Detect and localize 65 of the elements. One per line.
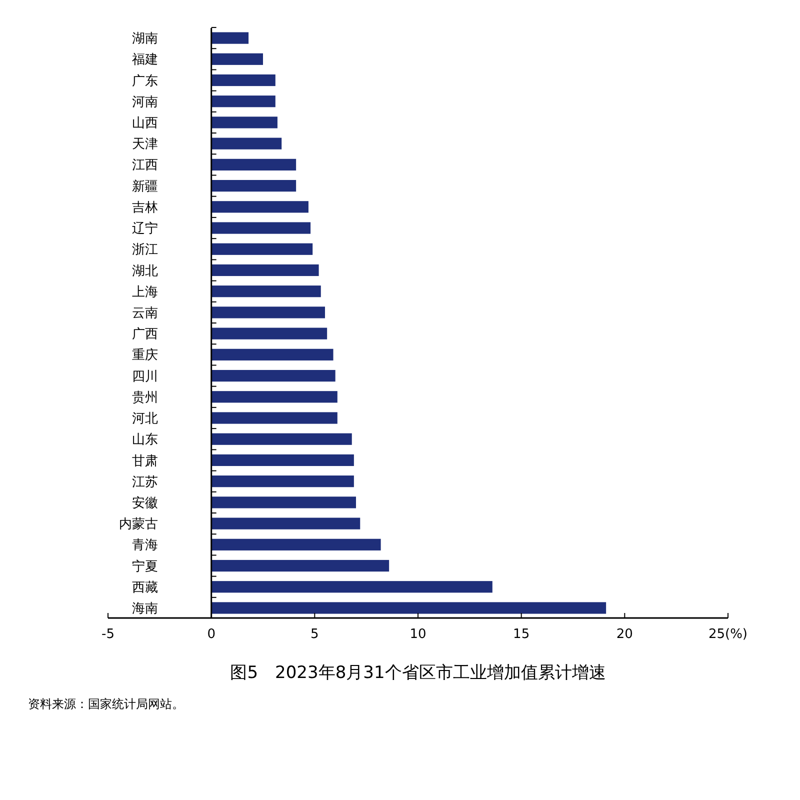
bar <box>211 370 336 382</box>
bar <box>211 412 338 424</box>
bar <box>211 264 319 276</box>
bar <box>211 602 606 614</box>
y-tick-label: 湖南 <box>132 32 158 47</box>
bar <box>211 560 390 572</box>
bar <box>211 286 321 298</box>
y-tick-label: 宁夏 <box>132 558 158 574</box>
y-tick-label: 安徽 <box>132 494 158 511</box>
bar <box>211 180 296 192</box>
bar <box>211 306 325 318</box>
y-tick-label: 青海 <box>132 538 158 554</box>
bar <box>211 138 282 150</box>
y-tick-label: 云南 <box>132 306 158 321</box>
y-tick-label: 新疆 <box>132 179 158 194</box>
bar <box>211 158 296 170</box>
y-tick-label: 内蒙古 <box>119 517 158 532</box>
y-tick-label: 湖北 <box>132 264 158 279</box>
y-tick-label: 四川 <box>132 369 158 384</box>
bar <box>211 391 338 403</box>
y-tick-label: 江西 <box>132 158 158 174</box>
x-tick-label: 10 <box>410 627 426 642</box>
bar <box>211 116 278 128</box>
y-tick-label: 上海 <box>132 284 158 300</box>
y-tick-label: 浙江 <box>132 242 158 258</box>
y-tick-label: 河北 <box>132 412 158 427</box>
y-tick-label: 福建 <box>132 52 158 68</box>
y-tick-label: 重庆 <box>132 348 158 364</box>
bar <box>211 53 263 65</box>
bar <box>211 32 249 44</box>
y-tick-label: 辽宁 <box>132 220 158 237</box>
bar <box>211 476 354 488</box>
y-tick-label: 广西 <box>132 327 158 342</box>
y-tick-label: 西藏 <box>132 580 158 596</box>
y-tick-label: 山西 <box>132 116 158 132</box>
y-tick-label: 广东 <box>132 74 158 89</box>
bar <box>211 201 308 213</box>
x-tick-label: -5 <box>102 627 114 642</box>
bar <box>211 74 276 86</box>
y-tick-label: 河南 <box>132 94 158 110</box>
y-tick-label: 山东 <box>132 432 158 448</box>
y-tick-label: 吉林 <box>132 200 158 216</box>
bar <box>211 96 276 108</box>
bar <box>211 243 313 255</box>
x-tick-label: 15 <box>513 627 530 642</box>
y-tick-label: 甘肃 <box>132 454 158 469</box>
y-tick-label: 海南 <box>132 602 158 617</box>
bar <box>211 496 356 508</box>
bar <box>211 328 328 340</box>
y-tick-label: 天津 <box>132 137 158 152</box>
bar <box>211 433 352 445</box>
bar <box>211 581 492 593</box>
bar <box>211 454 354 466</box>
bar <box>211 222 311 234</box>
y-tick-label: 贵州 <box>132 390 158 406</box>
text: 资料来源：国家统计局网站。 <box>28 697 184 711</box>
x-tick-label: 5 <box>310 627 319 642</box>
bar <box>211 348 334 360</box>
x-tick-label: 25(%) <box>708 627 748 642</box>
x-tick-label: 0 <box>207 627 216 642</box>
y-tick-label: 江苏 <box>132 474 158 490</box>
text: 图5 2023年8月31个省区市工业增加值累计增速 <box>230 663 606 683</box>
x-tick-label: 20 <box>616 627 633 642</box>
bar <box>211 538 381 550</box>
bar <box>211 518 360 530</box>
